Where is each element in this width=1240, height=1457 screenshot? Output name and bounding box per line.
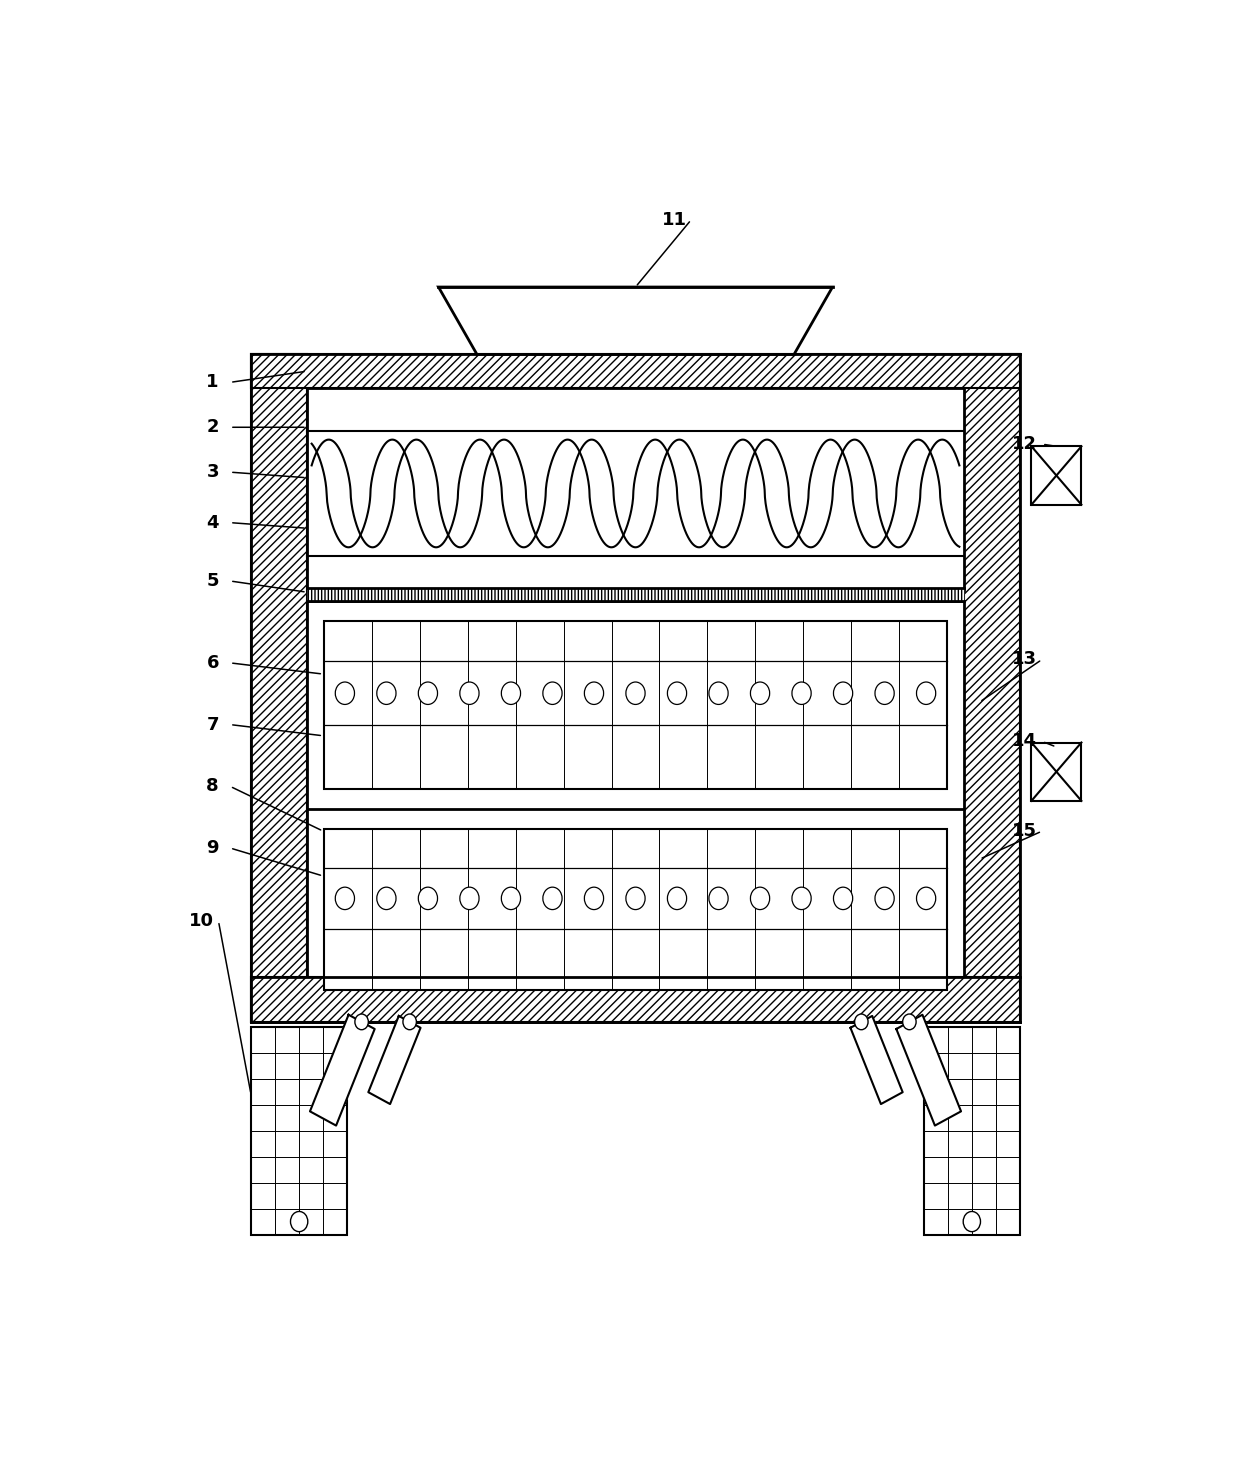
- Circle shape: [460, 682, 479, 704]
- Bar: [306, 602, 965, 1011]
- Circle shape: [792, 682, 811, 704]
- Bar: [250, 978, 1021, 1021]
- Text: 10: 10: [188, 912, 213, 930]
- Circle shape: [418, 887, 438, 909]
- Bar: [965, 354, 1019, 1021]
- Text: 4: 4: [206, 514, 219, 532]
- Bar: [306, 388, 965, 1021]
- Circle shape: [709, 682, 728, 704]
- Circle shape: [833, 682, 853, 704]
- Circle shape: [916, 682, 936, 704]
- Text: 15: 15: [1012, 822, 1037, 841]
- Circle shape: [792, 887, 811, 909]
- Polygon shape: [897, 1014, 961, 1126]
- Text: 1: 1: [206, 373, 219, 392]
- Polygon shape: [439, 287, 832, 354]
- Circle shape: [854, 1014, 868, 1030]
- Circle shape: [916, 887, 936, 909]
- Circle shape: [875, 682, 894, 704]
- Bar: [250, 1027, 347, 1236]
- Text: 8: 8: [206, 777, 219, 796]
- Bar: [924, 1027, 1021, 1236]
- Text: 2: 2: [206, 418, 219, 436]
- Circle shape: [626, 887, 645, 909]
- Circle shape: [833, 887, 853, 909]
- Text: 12: 12: [1012, 436, 1037, 453]
- Text: 11: 11: [661, 211, 687, 229]
- Circle shape: [667, 682, 687, 704]
- Circle shape: [543, 887, 562, 909]
- Polygon shape: [310, 1014, 374, 1126]
- Text: 5: 5: [206, 573, 219, 590]
- Circle shape: [377, 887, 396, 909]
- Circle shape: [875, 887, 894, 909]
- Circle shape: [501, 682, 521, 704]
- Circle shape: [377, 682, 396, 704]
- Text: 13: 13: [1012, 650, 1037, 669]
- Bar: [250, 354, 1021, 388]
- Circle shape: [418, 682, 438, 704]
- Circle shape: [750, 887, 770, 909]
- Bar: [1032, 446, 1081, 504]
- Text: 7: 7: [206, 715, 219, 733]
- Circle shape: [626, 682, 645, 704]
- Circle shape: [903, 1014, 916, 1030]
- Polygon shape: [368, 1016, 420, 1104]
- Circle shape: [403, 1014, 417, 1030]
- Bar: [306, 388, 965, 590]
- Text: 9: 9: [206, 839, 219, 857]
- Bar: [324, 829, 947, 991]
- Circle shape: [584, 682, 604, 704]
- Circle shape: [667, 887, 687, 909]
- Circle shape: [335, 887, 355, 909]
- Circle shape: [584, 887, 604, 909]
- Text: 3: 3: [206, 463, 219, 481]
- Circle shape: [543, 682, 562, 704]
- Bar: [306, 587, 965, 602]
- Circle shape: [355, 1014, 368, 1030]
- Bar: [324, 621, 947, 788]
- Bar: [1032, 743, 1081, 801]
- Circle shape: [709, 887, 728, 909]
- Circle shape: [460, 887, 479, 909]
- Text: 14: 14: [1012, 733, 1037, 750]
- Circle shape: [290, 1211, 308, 1231]
- Circle shape: [750, 682, 770, 704]
- Circle shape: [963, 1211, 981, 1231]
- Text: 6: 6: [206, 654, 219, 672]
- Circle shape: [501, 887, 521, 909]
- Polygon shape: [851, 1016, 903, 1104]
- Circle shape: [335, 682, 355, 704]
- Bar: [250, 354, 306, 1021]
